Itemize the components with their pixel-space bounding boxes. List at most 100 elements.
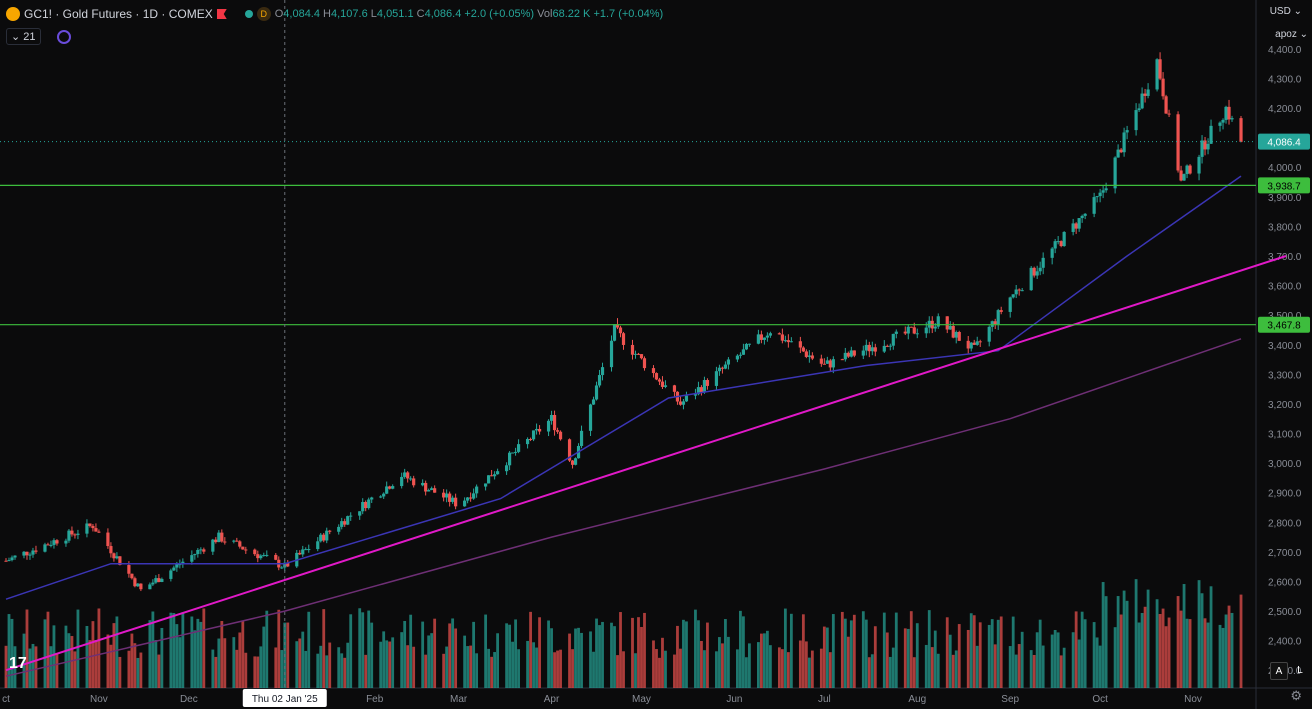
- volume-bar: [106, 634, 110, 688]
- candle-body: [936, 316, 940, 327]
- volume-bar: [1074, 611, 1078, 688]
- candle-body: [466, 497, 470, 501]
- volume-bar: [885, 632, 889, 688]
- high-label: H: [323, 8, 331, 20]
- candle-body: [798, 341, 802, 348]
- candle-body: [262, 555, 266, 557]
- high-value: 4,107.6: [331, 8, 368, 20]
- volume-bar: [727, 636, 730, 688]
- volume-bar: [472, 621, 476, 688]
- candle-body: [915, 333, 919, 335]
- volume-bar: [1206, 622, 1210, 688]
- volume-bar: [97, 608, 101, 688]
- volume-bar: [379, 641, 383, 688]
- volume-bar: [867, 657, 871, 688]
- currency-select[interactable]: USD ⌄: [1269, 6, 1302, 17]
- volume-bar: [421, 621, 425, 688]
- volume-bar: [367, 610, 371, 688]
- close-label: C: [416, 8, 425, 20]
- candle-body: [747, 343, 752, 345]
- volume-bar: [673, 654, 676, 688]
- volume-bar: [846, 636, 850, 688]
- candle-body: [403, 472, 407, 477]
- candle-body: [22, 551, 26, 556]
- volume-bar: [346, 642, 350, 688]
- candle-body: [894, 331, 898, 334]
- volume-bar: [235, 649, 239, 688]
- volume-bar: [798, 640, 802, 688]
- volume-bar: [199, 621, 203, 688]
- volume-bar: [891, 647, 895, 688]
- volume-bar: [643, 612, 646, 688]
- volume-bar: [259, 646, 263, 688]
- x-tick-label: Mar: [450, 694, 468, 705]
- candle-body: [259, 555, 263, 559]
- log-scale-button[interactable]: L: [1297, 664, 1303, 676]
- candle-body: [217, 532, 221, 543]
- candle-body: [723, 364, 728, 369]
- candle-body: [954, 331, 958, 338]
- volume-bar: [831, 614, 835, 688]
- volume-bar: [909, 611, 913, 688]
- flag-icon[interactable]: [216, 9, 227, 19]
- candle-body: [579, 430, 584, 446]
- indicator-toggle[interactable]: ⌄ 21: [6, 28, 41, 45]
- candle-body: [1167, 113, 1171, 115]
- candle-body: [361, 502, 365, 512]
- volume-bar: [610, 622, 613, 688]
- volume-bar: [768, 645, 772, 688]
- y-tick-label: 3,400.0: [1268, 341, 1302, 352]
- low-value: 4,051.1: [376, 8, 414, 20]
- volume-bar: [1164, 626, 1168, 688]
- volume-bar: [852, 614, 856, 688]
- candle-body: [1008, 297, 1012, 312]
- candle-body: [924, 327, 928, 334]
- volume-bar: [343, 657, 347, 688]
- volume-bar: [1185, 618, 1189, 688]
- volume-bar: [256, 656, 260, 688]
- volume-bar: [996, 619, 1000, 688]
- scale-select[interactable]: apoz ⌄: [1275, 29, 1308, 40]
- y-tick-label: 2,600.0: [1268, 577, 1302, 588]
- volume-bar: [190, 616, 194, 688]
- volume-bar: [154, 640, 158, 688]
- auto-scale-button[interactable]: A: [1270, 662, 1288, 680]
- volume-bar: [493, 652, 497, 688]
- candle-body: [744, 343, 749, 350]
- volume-bar: [262, 626, 266, 688]
- volume-bar: [532, 642, 535, 688]
- candle-body: [570, 460, 575, 465]
- candle-body: [4, 560, 8, 562]
- volume-bar: [508, 624, 511, 688]
- candle-body: [214, 539, 218, 543]
- candle-body: [633, 353, 638, 355]
- candle-body: [118, 556, 122, 566]
- volume-bar: [274, 647, 278, 688]
- candle-body: [463, 500, 467, 507]
- candle-body: [70, 530, 74, 535]
- candle-body: [912, 327, 916, 334]
- candle-body: [510, 452, 515, 454]
- candle-body: [573, 458, 578, 465]
- tradingview-logo[interactable]: 17: [9, 655, 27, 672]
- volume-bar: [640, 626, 643, 688]
- volume-bar: [1224, 614, 1228, 688]
- candle-body: [55, 540, 59, 544]
- y-tick-label: 2,500.0: [1268, 607, 1302, 618]
- candle-body: [31, 550, 35, 555]
- volume-bar: [1221, 627, 1225, 688]
- symbol-title[interactable]: GC1! · Gold Futures · 1D · COMEX: [24, 7, 213, 21]
- candle-body: [534, 428, 539, 431]
- candle-body: [448, 493, 452, 502]
- indicator-icon[interactable]: [56, 29, 71, 44]
- volume-bar: [28, 648, 32, 688]
- candle-body: [654, 373, 659, 380]
- settings-gear-icon[interactable]: ⚙: [1290, 688, 1302, 703]
- volume-bar: [577, 627, 580, 688]
- candle-body: [238, 541, 242, 547]
- candle-body: [1104, 188, 1108, 191]
- volume-bar: [280, 650, 284, 688]
- volume-bar: [451, 618, 455, 688]
